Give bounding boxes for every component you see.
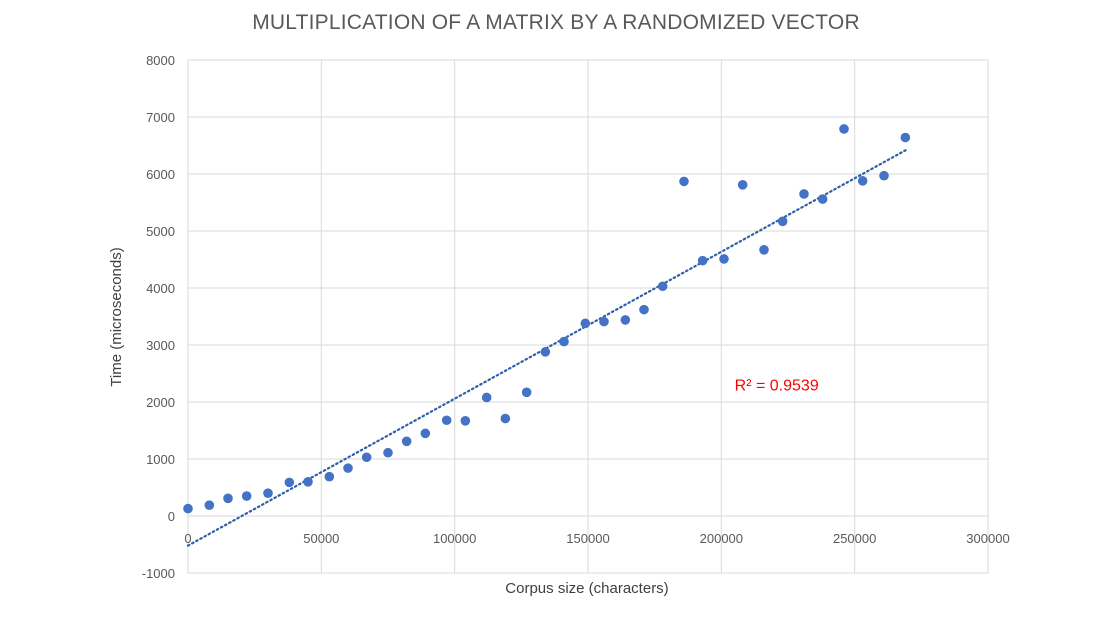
- x-tick-label: 300000: [966, 531, 1009, 546]
- data-point: [639, 304, 649, 315]
- data-point: [719, 254, 729, 264]
- data-point: [540, 347, 551, 357]
- y-axis-tick-labels: -1000 0 1000 2000 3000 4000 5000 6000 7000 8000: [142, 53, 175, 581]
- data-point: [759, 245, 769, 255]
- gridlines: [187, 59, 989, 574]
- data-point: [284, 477, 295, 488]
- y-tick-label: 2000: [146, 395, 175, 410]
- data-point: [857, 176, 868, 186]
- y-tick-label: 8000: [146, 53, 175, 68]
- data-point: [420, 428, 431, 439]
- data-point: [303, 477, 313, 487]
- data-point: [777, 216, 788, 227]
- x-axis-tick-labels: 0 50000 100000 150000 200000 250000 300000: [184, 531, 1009, 546]
- y-tick-label: 6000: [146, 167, 175, 182]
- y-tick-label: 7000: [146, 110, 175, 125]
- data-point: [580, 318, 591, 329]
- data-point: [620, 315, 631, 325]
- x-tick-label: 0: [184, 531, 191, 546]
- y-tick-label: -1000: [142, 566, 175, 581]
- x-tick-label: 100000: [433, 531, 476, 546]
- y-tick-label: 3000: [146, 338, 175, 353]
- x-tick-label: 50000: [303, 531, 339, 546]
- data-point: [599, 316, 609, 327]
- data-point: [343, 463, 353, 473]
- data-point: [183, 503, 193, 514]
- data-point: [441, 415, 452, 426]
- data-point: [500, 413, 511, 424]
- data-point: [737, 180, 748, 190]
- data-point: [383, 447, 393, 458]
- data-point: [460, 416, 471, 426]
- y-axis-title: Time (microseconds): [108, 247, 125, 386]
- x-axis-title: Corpus size (characters): [505, 580, 668, 597]
- trendline-group: [186, 147, 910, 547]
- y-tick-label: 5000: [146, 224, 175, 239]
- x-tick-label: 250000: [833, 531, 876, 546]
- data-point: [657, 281, 668, 292]
- data-point: [900, 132, 911, 143]
- data-point: [679, 176, 689, 187]
- data-points: [183, 124, 911, 514]
- r-squared-annotation: R² = 0.9539: [735, 378, 819, 395]
- x-tick-label: 150000: [566, 531, 609, 546]
- chart-title: MULTIPLICATION OF A MATRIX BY A RANDOMIZ…: [252, 11, 860, 34]
- y-tick-label: 1000: [146, 452, 175, 467]
- data-point: [559, 336, 569, 347]
- data-point: [324, 471, 335, 482]
- data-point: [879, 170, 889, 181]
- data-point: [481, 392, 492, 403]
- data-point: [799, 189, 809, 199]
- data-point: [361, 452, 372, 463]
- trendline: [186, 147, 910, 547]
- data-point: [263, 488, 273, 499]
- data-point: [521, 387, 532, 398]
- y-tick-label: 4000: [146, 281, 175, 296]
- x-tick-label: 200000: [700, 531, 743, 546]
- data-point: [204, 500, 215, 510]
- data-point: [401, 436, 412, 447]
- y-tick-label: 0: [168, 509, 175, 524]
- data-point: [817, 194, 828, 204]
- data-point: [223, 493, 233, 504]
- data-point: [839, 124, 849, 134]
- data-point: [697, 255, 708, 266]
- data-point: [241, 491, 252, 501]
